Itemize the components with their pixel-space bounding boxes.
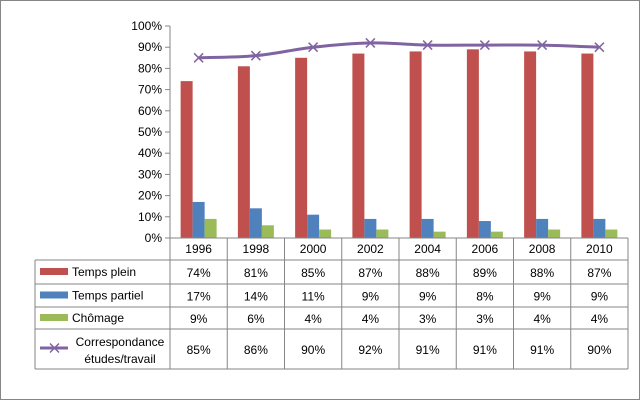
data-label: 9% [419, 290, 437, 304]
bar-temps-partiel-2008 [536, 218, 549, 238]
data-label: 91% [473, 343, 497, 357]
y-tick-label: 60% [138, 104, 162, 118]
data-label: 91% [530, 343, 554, 357]
bar-ch-mage-1996 [204, 218, 217, 238]
bar-ch-mage-2004 [433, 231, 446, 238]
bar-ch-mage-2000 [319, 229, 332, 238]
marker-correspondance-2002 [365, 37, 376, 48]
data-label: 11% [302, 290, 325, 304]
data-label: 9% [591, 290, 609, 304]
y-tick-label: 90% [138, 40, 162, 54]
data-label: 9% [362, 290, 380, 304]
data-label: 17% [187, 290, 211, 304]
bar-temps-plein-2008 [524, 51, 537, 238]
y-tick-label: 0% [145, 231, 163, 245]
bar-temps-plein-2010 [581, 53, 594, 239]
data-label: 81% [244, 266, 268, 280]
legend-label: études/travail [84, 352, 155, 366]
x-tick-label: 2006 [472, 242, 499, 256]
data-label: 3% [476, 312, 494, 326]
x-tick-label: 1996 [185, 242, 212, 256]
data-label: 87% [358, 266, 382, 280]
data-label: 9% [533, 290, 551, 304]
y-tick-label: 30% [138, 167, 162, 181]
marker-correspondance-2008 [537, 40, 548, 51]
x-tick-label: 2010 [586, 242, 613, 256]
data-label: 4% [533, 312, 551, 326]
marker-correspondance-2004 [422, 40, 433, 51]
bar-ch-mage-2010 [605, 229, 618, 238]
bar-temps-partiel-2006 [478, 221, 491, 238]
data-label: 90% [587, 343, 611, 357]
marker-correspondance-2000 [308, 42, 319, 53]
data-label: 91% [416, 343, 440, 357]
x-tick-label: 2004 [414, 242, 441, 256]
bar-temps-partiel-2004 [421, 218, 434, 238]
bar-temps-plein-2004 [409, 51, 422, 238]
bar-temps-plein-2000 [295, 57, 308, 238]
data-label: 3% [419, 312, 437, 326]
bar-ch-mage-2008 [548, 229, 561, 238]
bar-temps-partiel-2000 [307, 214, 320, 238]
data-label: 89% [473, 266, 497, 280]
legend-label: Correspondance [76, 335, 165, 349]
bar-temps-partiel-2002 [364, 218, 377, 238]
data-label: 87% [587, 266, 611, 280]
legend-label: Temps partiel [72, 289, 143, 303]
bar-temps-plein-2006 [466, 49, 479, 238]
data-label: 85% [301, 266, 325, 280]
data-label: 6% [247, 312, 265, 326]
y-tick-label: 10% [138, 210, 162, 224]
bar-temps-plein-1996 [180, 81, 193, 239]
data-label: 86% [244, 343, 268, 357]
marker-correspondance-1996 [193, 52, 204, 63]
marker-correspondance-1998 [250, 50, 261, 61]
data-label: 4% [591, 312, 609, 326]
legend-key-ch-mage [40, 314, 68, 321]
data-label: 4% [304, 312, 322, 326]
data-label: 88% [530, 266, 554, 280]
y-tick-label: 50% [138, 125, 162, 139]
y-tick-label: 40% [138, 146, 162, 160]
bar-temps-partiel-1998 [249, 208, 262, 238]
bar-temps-plein-1998 [237, 66, 250, 238]
data-label: 85% [187, 343, 211, 357]
data-label: 8% [476, 290, 494, 304]
data-label: 90% [301, 343, 325, 357]
bar-ch-mage-2002 [376, 229, 389, 238]
bar-temps-partiel-2010 [593, 218, 606, 238]
data-label: 9% [190, 312, 208, 326]
y-tick-label: 20% [138, 189, 162, 203]
legend-key-temps-plein [40, 268, 68, 275]
data-label: 92% [358, 343, 382, 357]
marker-correspondance-2006 [479, 40, 490, 51]
legend-key-correspondance [40, 342, 68, 354]
x-tick-label: 2002 [357, 242, 384, 256]
x-tick-label: 2000 [300, 242, 327, 256]
bar-ch-mage-2006 [490, 231, 503, 238]
legend-key-temps-partiel [40, 291, 68, 299]
x-tick-label: 2008 [529, 242, 556, 256]
data-label: 88% [416, 266, 440, 280]
legend-label: Chômage [72, 311, 124, 325]
marker-correspondance-2010 [594, 42, 605, 53]
bar-temps-plein-2002 [352, 53, 365, 239]
data-label: 74% [187, 266, 211, 280]
y-tick-label: 100% [131, 19, 162, 33]
line-correspondance [198, 41, 600, 60]
bar-temps-partiel-1996 [192, 201, 205, 238]
y-tick-label: 80% [138, 61, 162, 75]
data-label: 4% [362, 312, 380, 326]
x-tick-label: 1998 [243, 242, 270, 256]
data-label: 14% [244, 290, 268, 304]
y-tick-label: 70% [138, 83, 162, 97]
legend-label: Temps plein [72, 265, 136, 279]
bar-ch-mage-1998 [261, 225, 274, 238]
